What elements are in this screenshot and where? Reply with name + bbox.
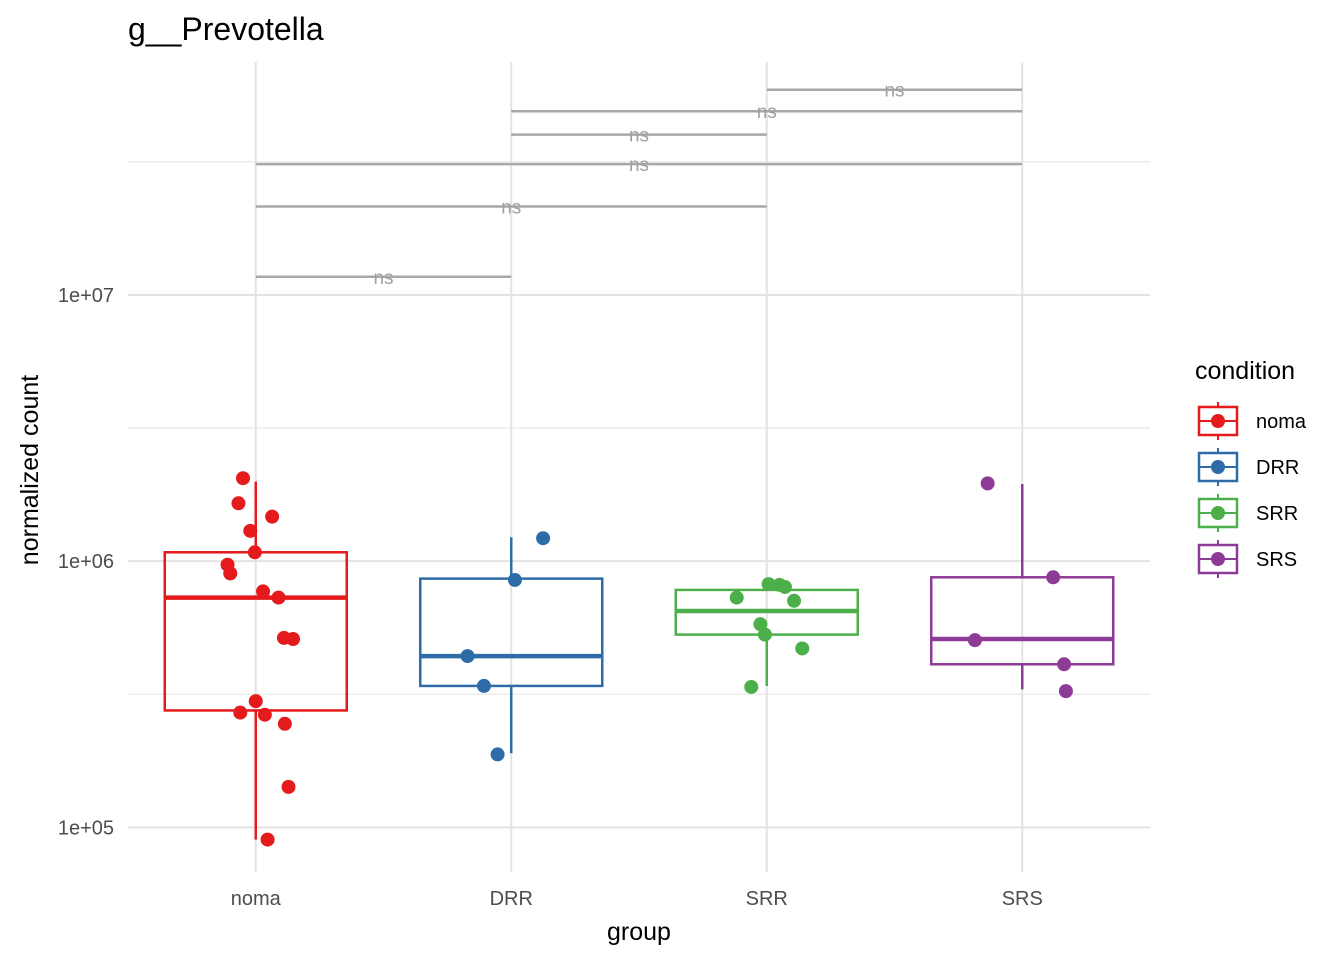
data-point xyxy=(795,641,810,656)
data-point xyxy=(507,572,522,587)
x-tick-label: noma xyxy=(231,888,282,910)
data-point xyxy=(248,694,263,709)
data-point xyxy=(277,716,292,731)
data-point xyxy=(536,531,551,546)
data-point xyxy=(1046,570,1061,585)
data-point xyxy=(265,509,280,524)
data-point xyxy=(247,545,262,560)
y-axis-title: normalized count xyxy=(16,375,44,565)
data-point xyxy=(729,590,744,605)
boxplots xyxy=(163,481,1115,840)
legend-title: condition xyxy=(1195,357,1295,385)
data-point xyxy=(1057,657,1072,672)
data-point xyxy=(260,832,275,847)
box-SRS xyxy=(930,576,1115,666)
grid xyxy=(128,62,1150,872)
significance-brackets: ns ns ns ns ns ns xyxy=(255,81,1023,289)
legend: condition noma DRR SRR SRS xyxy=(1195,357,1307,578)
data-point xyxy=(233,705,248,720)
legend-label: noma xyxy=(1256,411,1307,433)
data-point xyxy=(281,779,296,794)
data-point xyxy=(223,566,238,581)
data-point xyxy=(761,577,776,592)
chart-title: g__Prevotella xyxy=(128,11,324,47)
significance-label: ns xyxy=(757,102,777,123)
data-point xyxy=(744,679,759,694)
data-point xyxy=(967,633,982,648)
data-point xyxy=(777,579,792,594)
data-point xyxy=(286,632,301,647)
data-point xyxy=(243,523,258,538)
x-axis-title: group xyxy=(607,918,671,946)
x-tick-label: SRR xyxy=(746,888,788,910)
significance-label: ns xyxy=(373,268,393,289)
legend-key-point xyxy=(1211,414,1225,428)
data-point xyxy=(256,584,271,599)
jitter-points xyxy=(220,471,1073,847)
legend-label: SRS xyxy=(1256,549,1297,571)
y-tick-label: 1e+07 xyxy=(58,285,114,307)
y-tick-label: 1e+05 xyxy=(58,817,114,839)
significance-label: ns xyxy=(629,155,649,176)
data-point xyxy=(1058,684,1073,699)
legend-key-point xyxy=(1211,506,1225,520)
data-point xyxy=(476,678,491,693)
y-axis-ticks: 1e+05 1e+06 1e+07 xyxy=(58,285,114,839)
significance-label: ns xyxy=(629,126,649,147)
legend-label: DRR xyxy=(1256,457,1299,479)
data-point xyxy=(236,471,251,486)
data-point xyxy=(231,496,246,511)
legend-label: SRR xyxy=(1256,503,1298,525)
legend-key-point xyxy=(1211,460,1225,474)
legend-key-point xyxy=(1211,552,1225,566)
significance-label: ns xyxy=(501,197,521,218)
y-tick-label: 1e+06 xyxy=(58,551,114,573)
data-point xyxy=(271,590,286,605)
x-tick-label: DRR xyxy=(490,888,533,910)
x-tick-label: SRS xyxy=(1002,888,1043,910)
data-point xyxy=(257,707,272,722)
significance-label: ns xyxy=(884,81,904,102)
x-axis-ticks: noma DRR SRR SRS xyxy=(231,888,1043,910)
data-point xyxy=(980,476,995,491)
data-point xyxy=(787,593,802,608)
data-point xyxy=(490,747,505,762)
data-point xyxy=(753,617,768,632)
data-point xyxy=(757,627,772,642)
data-point xyxy=(460,649,475,664)
